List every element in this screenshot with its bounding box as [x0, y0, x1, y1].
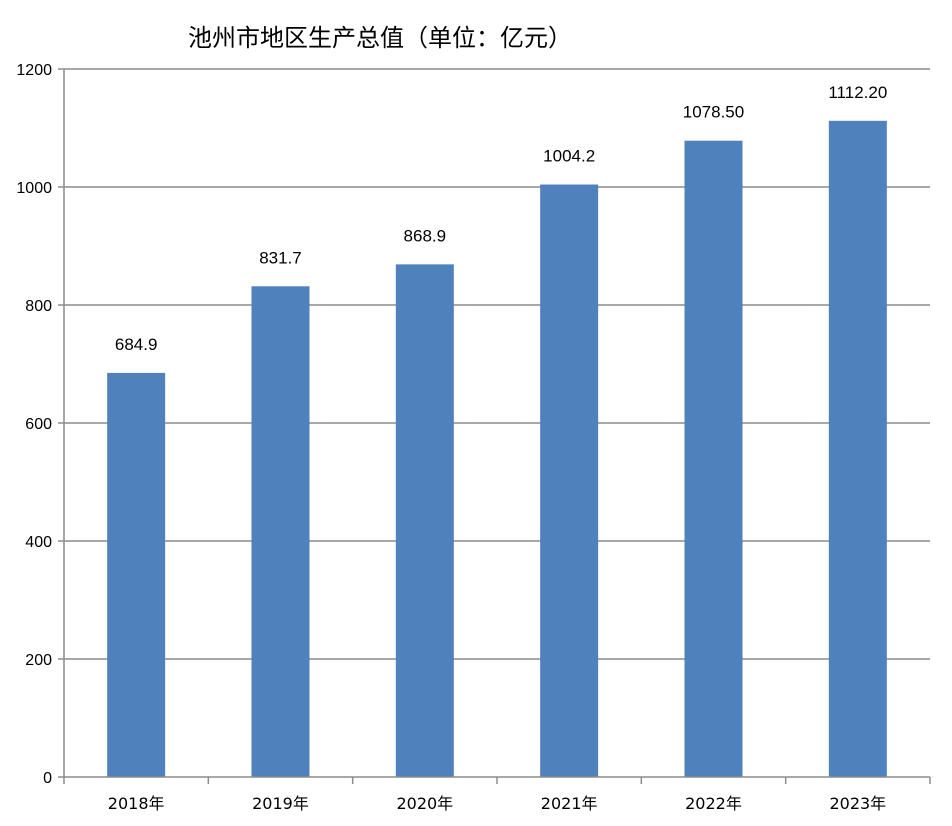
x-category-label: 2021年 [541, 794, 598, 813]
gridlines [64, 68, 930, 660]
y-tick-label: 200 [25, 652, 52, 669]
bar-2023年 [828, 120, 887, 777]
data-label: 1004.2 [543, 147, 595, 166]
chart-title: 池州市地区生产总值（单位：亿元） [188, 24, 572, 52]
data-label: 684.9 [115, 335, 158, 354]
bar-2019年 [251, 286, 310, 777]
data-labels: 684.9 831.7 868.9 1004.2 1078.50 1112.20 [115, 83, 887, 354]
y-tick-label: 1000 [16, 180, 52, 197]
x-category-label: 2023年 [829, 794, 886, 813]
axes: 0 200 400 600 800 1000 1200 2018年 2019年 2020年 2021… [16, 62, 931, 813]
data-label: 1078.50 [683, 103, 744, 122]
y-tick-label: 600 [25, 416, 52, 433]
y-tick-label: 0 [43, 770, 52, 787]
x-category-label: 2020年 [396, 794, 453, 813]
bar-2018年 [107, 372, 166, 777]
y-tick-label: 1200 [16, 62, 52, 79]
x-category-label: 2019年 [252, 794, 309, 813]
bar-2021年 [540, 184, 599, 778]
bar-2020年 [395, 264, 454, 777]
x-category-label: 2018年 [108, 794, 165, 813]
bars [107, 120, 887, 778]
y-tick-label: 400 [25, 534, 52, 551]
data-label: 1112.20 [828, 83, 887, 102]
bar-2022年 [684, 140, 743, 777]
y-tick-label: 800 [25, 298, 52, 315]
data-label: 831.7 [259, 248, 302, 267]
data-label: 868.9 [404, 226, 447, 245]
x-category-label: 2022年 [685, 794, 742, 813]
